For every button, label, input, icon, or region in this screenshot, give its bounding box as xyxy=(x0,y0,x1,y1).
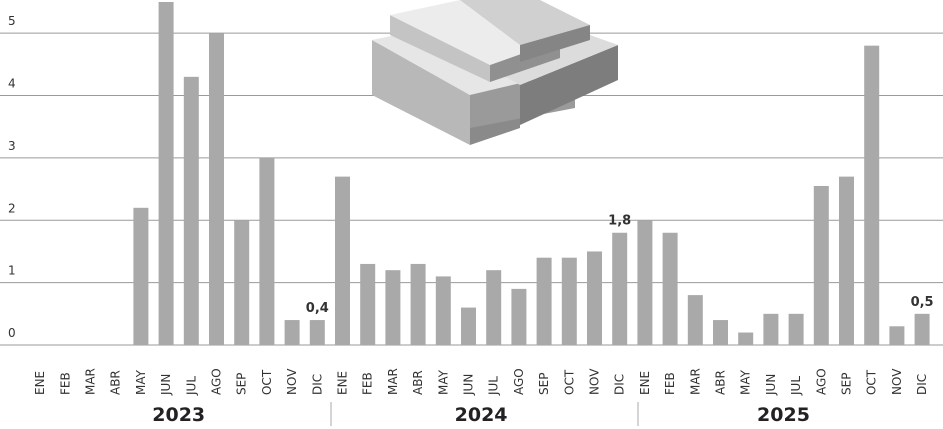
x-tick-label: AGO xyxy=(814,368,828,395)
x-tick-label: MAR xyxy=(84,368,98,395)
x-tick-label: AGO xyxy=(512,368,526,395)
bar xyxy=(788,313,804,345)
x-tick-label: JUL xyxy=(789,376,803,396)
x-tick-label: JUN xyxy=(159,374,173,396)
value-label: 0,5 xyxy=(911,295,934,310)
bar xyxy=(763,313,779,345)
x-tick-label: FEB xyxy=(58,372,72,395)
y-tick-label: 4 xyxy=(8,77,16,91)
bar xyxy=(461,307,476,345)
bar xyxy=(889,326,905,345)
x-tick-label: JUN xyxy=(462,374,476,396)
year-label: 2024 xyxy=(455,404,508,426)
x-tick-label: MAY xyxy=(739,369,753,395)
x-tick-label: OCT xyxy=(865,369,879,395)
x-tick-label: JUL xyxy=(184,376,198,396)
y-tick-label: 0 xyxy=(8,326,16,340)
x-tick-label: FEB xyxy=(361,372,375,395)
bar xyxy=(234,220,250,345)
x-tick-label: JUL xyxy=(487,376,501,396)
x-tick-label: MAY xyxy=(436,369,450,395)
bar xyxy=(587,251,602,345)
bar xyxy=(713,320,728,345)
x-tick-label: NOV xyxy=(285,368,299,395)
bar xyxy=(486,270,502,345)
bar xyxy=(813,185,829,345)
bar xyxy=(410,263,426,345)
bar xyxy=(687,295,703,345)
x-tick-label: ENE xyxy=(638,371,652,395)
bars xyxy=(133,2,930,346)
bar xyxy=(158,2,174,345)
bar xyxy=(864,45,880,346)
x-tick-label: DIC xyxy=(915,374,929,395)
bar xyxy=(511,288,527,345)
bar xyxy=(335,176,350,345)
x-tick-label: OCT xyxy=(260,369,274,395)
bar xyxy=(914,313,930,345)
bar xyxy=(385,270,401,345)
bar xyxy=(259,157,275,345)
y-tick-label: 5 xyxy=(8,14,16,28)
year-label: 2023 xyxy=(152,404,205,426)
value-label: 1,8 xyxy=(608,214,631,229)
x-tick-label: SEP xyxy=(537,373,551,395)
x-tick-label: ABR xyxy=(109,370,123,395)
bar xyxy=(662,232,678,345)
y-tick-label: 3 xyxy=(8,139,16,153)
x-tick-label: NOV xyxy=(890,368,904,395)
bar xyxy=(612,232,628,345)
x-tick-label: DIC xyxy=(613,374,627,395)
value-label: 0,4 xyxy=(306,301,329,316)
x-tick-label: ENE xyxy=(336,371,350,395)
bar xyxy=(133,207,149,345)
x-tick-label: ABR xyxy=(714,370,728,395)
x-tick-label: JUN xyxy=(764,374,778,396)
bar xyxy=(637,220,653,345)
x-tick-label: MAY xyxy=(134,369,148,395)
x-tick-label: NOV xyxy=(588,368,602,395)
bar xyxy=(284,320,300,345)
silver-bars-illustration xyxy=(372,0,618,145)
x-tick-label: FEB xyxy=(663,372,677,395)
bar xyxy=(536,257,552,345)
year-label: 2025 xyxy=(757,404,810,426)
x-tick-label: SEP xyxy=(235,373,249,395)
x-tick-label: ABR xyxy=(411,370,425,395)
x-tick-label: MAR xyxy=(386,368,400,395)
bar xyxy=(561,257,577,345)
bar xyxy=(183,76,199,345)
x-tick-label: OCT xyxy=(562,369,576,395)
bar xyxy=(839,176,854,345)
bar xyxy=(360,263,376,345)
x-tick-label: MAR xyxy=(688,368,702,395)
bar xyxy=(309,320,325,345)
x-tick-label: ENE xyxy=(33,371,47,395)
x-tick-label: AGO xyxy=(210,368,224,395)
y-tick-label: 2 xyxy=(8,201,16,215)
x-tick-label: SEP xyxy=(840,373,854,395)
y-tick-label: 1 xyxy=(8,264,16,278)
x-tick-label: DIC xyxy=(310,374,324,395)
bar xyxy=(435,276,451,345)
bar xyxy=(738,332,754,345)
bar xyxy=(209,33,224,345)
